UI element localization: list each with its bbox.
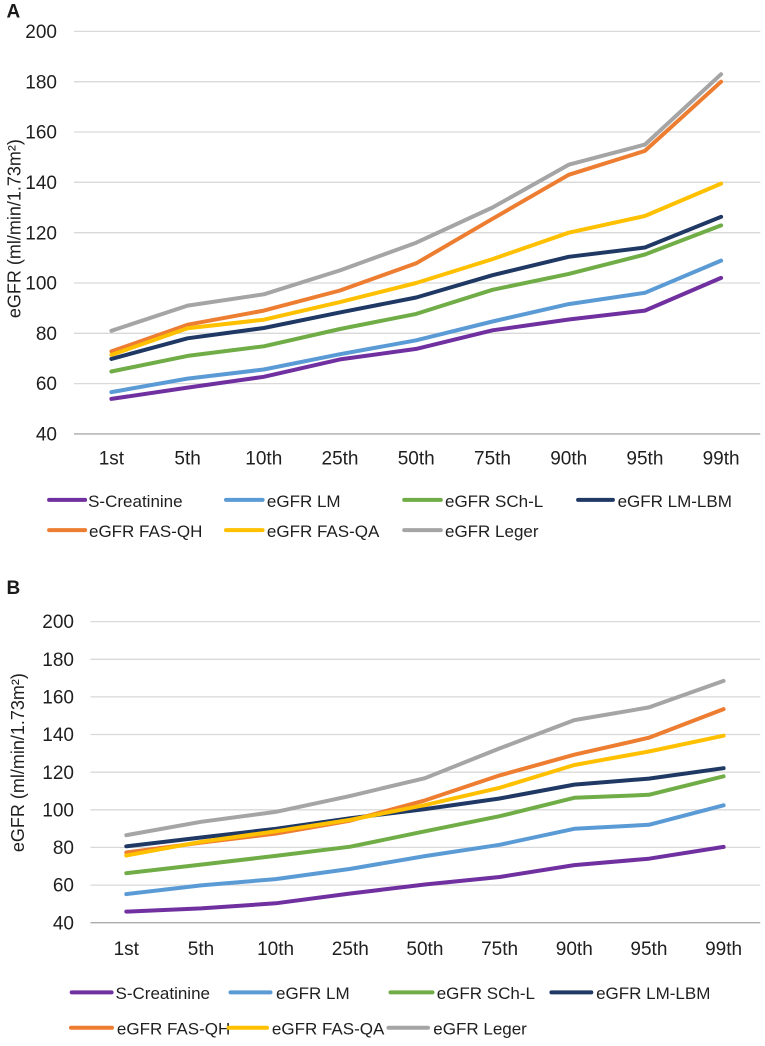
svg-text:10th: 10th (245, 449, 282, 470)
svg-text:25th: 25th (332, 939, 369, 960)
svg-text:eGFR SCh-L: eGFR SCh-L (445, 492, 543, 511)
svg-text:95th: 95th (626, 449, 663, 470)
svg-text:1st: 1st (114, 939, 140, 960)
svg-text:1st: 1st (99, 449, 125, 470)
svg-text:10th: 10th (257, 939, 294, 960)
svg-text:120: 120 (42, 763, 74, 784)
svg-text:60: 60 (36, 374, 57, 395)
svg-text:40: 40 (53, 913, 74, 934)
svg-text:100: 100 (42, 800, 74, 821)
svg-text:S-Creatinine: S-Creatinine (88, 492, 183, 511)
svg-text:180: 180 (25, 72, 57, 93)
svg-text:100: 100 (25, 274, 57, 295)
svg-text:eGFR LM: eGFR LM (276, 984, 350, 1003)
svg-text:A: A (7, 1, 21, 22)
svg-text:5th: 5th (188, 939, 214, 960)
svg-text:eGFR Leger: eGFR Leger (433, 1020, 527, 1039)
svg-text:eGFR FAS-QA: eGFR FAS-QA (267, 522, 380, 541)
svg-text:eGFR FAS-QH: eGFR FAS-QH (89, 522, 202, 541)
svg-text:5th: 5th (174, 449, 200, 470)
svg-text:140: 140 (42, 725, 74, 746)
svg-text:50th: 50th (406, 939, 443, 960)
svg-text:eGFR (ml/min/1.73m²): eGFR (ml/min/1.73m²) (5, 139, 25, 318)
svg-text:eGFR (ml/min/1.73m²): eGFR (ml/min/1.73m²) (8, 673, 28, 852)
svg-text:160: 160 (42, 688, 74, 709)
svg-text:80: 80 (53, 838, 74, 859)
svg-text:eGFR LM-LBM: eGFR LM-LBM (618, 492, 732, 511)
svg-text:99th: 99th (703, 449, 740, 470)
svg-text:99th: 99th (705, 939, 742, 960)
svg-text:25th: 25th (322, 449, 359, 470)
svg-text:90th: 90th (550, 449, 587, 470)
svg-text:50th: 50th (398, 449, 435, 470)
svg-text:eGFR LM: eGFR LM (267, 492, 341, 511)
svg-text:60: 60 (53, 876, 74, 897)
svg-text:75th: 75th (481, 939, 518, 960)
svg-text:eGFR Leger: eGFR Leger (445, 522, 539, 541)
svg-text:75th: 75th (474, 449, 511, 470)
svg-text:95th: 95th (630, 939, 667, 960)
svg-text:120: 120 (25, 223, 57, 244)
svg-text:B: B (7, 578, 21, 599)
svg-text:140: 140 (25, 173, 57, 194)
svg-text:180: 180 (42, 650, 74, 671)
svg-text:eGFR LM-LBM: eGFR LM-LBM (596, 984, 710, 1003)
svg-text:eGFR FAS-QA: eGFR FAS-QA (272, 1020, 385, 1039)
svg-text:90th: 90th (556, 939, 593, 960)
svg-text:80: 80 (36, 324, 57, 345)
svg-text:200: 200 (42, 612, 74, 633)
svg-text:eGFR FAS-QH: eGFR FAS-QH (117, 1020, 230, 1039)
svg-text:160: 160 (25, 123, 57, 144)
svg-text:S-Creatinine: S-Creatinine (116, 984, 211, 1003)
svg-text:40: 40 (36, 425, 57, 446)
svg-text:200: 200 (25, 22, 57, 43)
svg-text:eGFR SCh-L: eGFR SCh-L (437, 984, 535, 1003)
